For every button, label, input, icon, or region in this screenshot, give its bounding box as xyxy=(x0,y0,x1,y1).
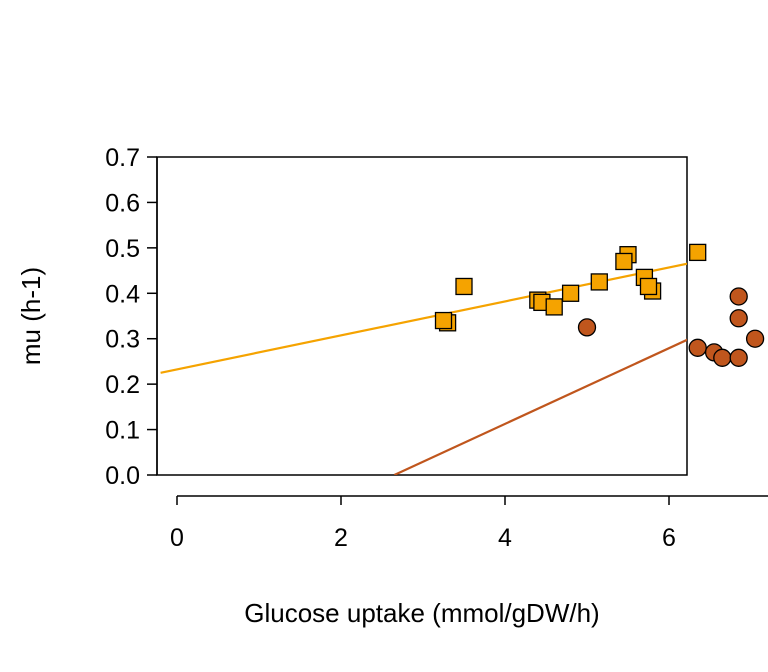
data-point-circle xyxy=(577,318,597,337)
y-tick-label: 0.0 xyxy=(105,462,140,490)
data-point-square xyxy=(590,273,608,291)
y-tick-label: 0.1 xyxy=(105,417,140,445)
data-point-square xyxy=(561,284,580,302)
x-tick-label: 6 xyxy=(662,524,676,552)
y-tick-label: 0.4 xyxy=(105,280,140,308)
data-point-square xyxy=(434,311,453,330)
data-point-square xyxy=(545,298,563,316)
x-axis-title: Glucose uptake (mmol/gDW/h) xyxy=(244,598,599,628)
y-tick-label: 0.6 xyxy=(105,189,140,217)
fit-lines xyxy=(160,262,687,475)
x-tick-label: 4 xyxy=(498,524,512,552)
fit-line-series-0 xyxy=(160,262,687,374)
data-point-circle xyxy=(729,348,748,367)
y-axis-title: mu (h-1) xyxy=(16,267,46,365)
data-point-circle xyxy=(713,348,732,367)
x-tick-label: 2 xyxy=(334,524,348,552)
y-axis: 0.0 0.1 0.2 0.3 0.4 0.5 0.6 0.7 xyxy=(105,144,158,490)
x-axis: 024681012 xyxy=(170,495,768,552)
data-points xyxy=(434,243,765,367)
data-point-square xyxy=(639,277,658,296)
y-tick-label: 0.7 xyxy=(105,144,140,172)
data-point-square xyxy=(455,277,473,296)
plot-frame xyxy=(156,156,688,476)
x-tick-label: 0 xyxy=(170,524,184,552)
data-point-square xyxy=(615,252,633,271)
y-tick-label: 0.2 xyxy=(105,371,140,399)
y-tick-label: 0.3 xyxy=(105,326,140,354)
data-point-circle xyxy=(745,329,765,348)
data-point-square xyxy=(689,243,707,262)
data-point-circle xyxy=(729,309,748,328)
y-tick-label: 0.5 xyxy=(105,235,140,263)
fit-line-series-1 xyxy=(393,338,687,475)
data-point-circle xyxy=(729,287,748,306)
data-point-circle xyxy=(688,338,707,357)
